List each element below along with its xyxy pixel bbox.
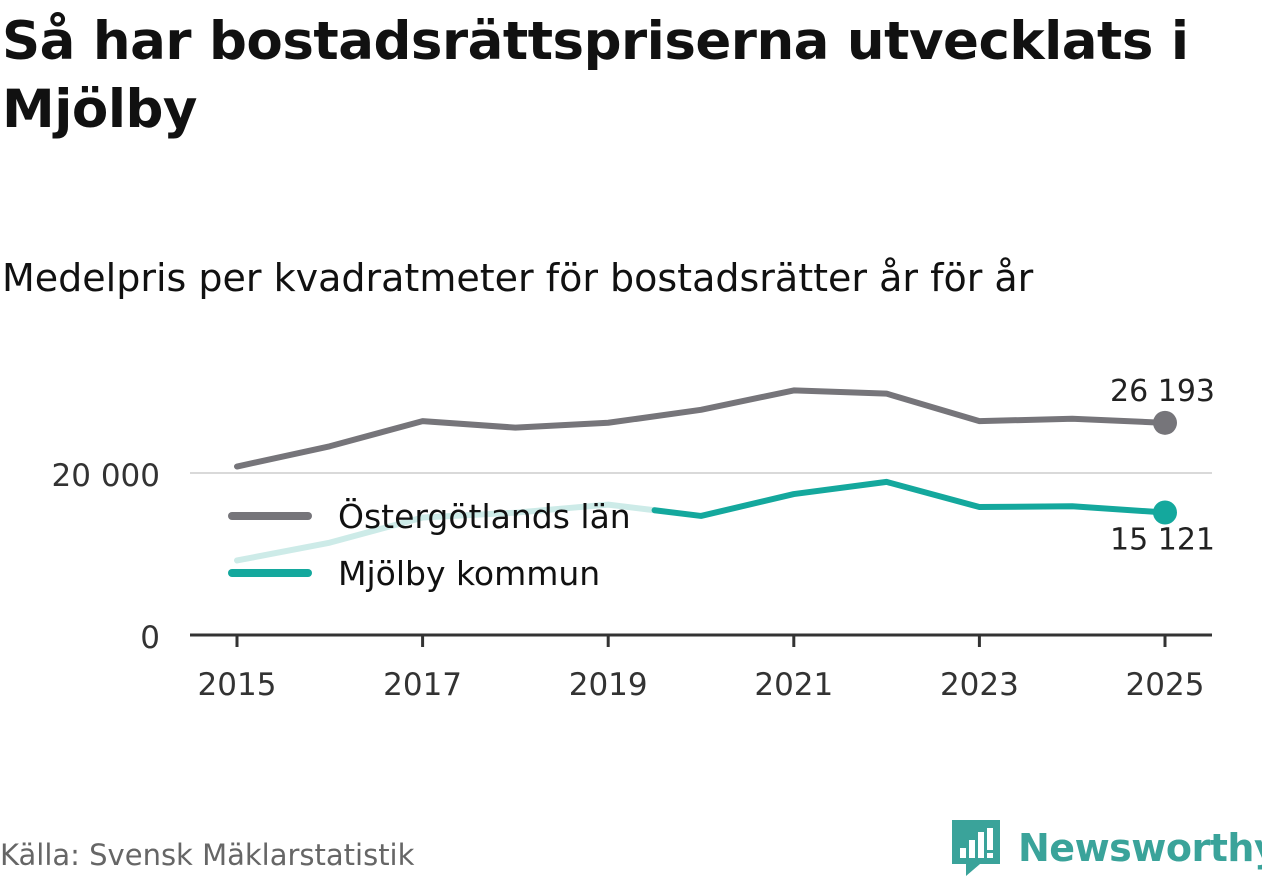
brand-name: Newsworthy — [1018, 826, 1262, 870]
series-line-ostergotlands-lan — [234, 387, 1168, 470]
x-tick-label: 2017 — [383, 667, 462, 703]
x-tick-label: 2023 — [940, 667, 1019, 703]
source-note: Källa: Svensk Mäklarstatistik — [0, 838, 415, 872]
y-tick-label: 0 — [140, 620, 160, 656]
y-tick-label: 20 000 — [52, 458, 160, 494]
end-marker-ostergotlands-lan — [1153, 410, 1177, 435]
x-tick-label: 2019 — [569, 667, 648, 703]
brand-logo: Newsworthy — [950, 818, 1262, 878]
newsworthy-logo-icon — [952, 820, 1000, 876]
chart-subtitle: Medelpris per kvadratmeter för bostadsrä… — [2, 256, 1034, 300]
x-tick-label: 2021 — [754, 667, 833, 703]
legend-label-ostergotlands-lan: Östergötlands län — [338, 496, 631, 536]
chart-title: Så har bostadsrättspriserna utvecklats i… — [2, 11, 1189, 140]
data-label-ostergotlands-lan: 26 193 — [1110, 374, 1215, 409]
series-line-mjolby-kommun — [651, 478, 1168, 519]
legend-label-mjolby-kommun: Mjölby kommun — [338, 554, 600, 593]
series-line-mjolby-kommun-faded — [234, 501, 658, 564]
data-label-mjolby-kommun: 15 121 — [1110, 523, 1215, 558]
x-tick-label: 2025 — [1126, 667, 1205, 703]
x-tick-label: 2015 — [198, 667, 277, 703]
end-marker-mjolby-kommun — [1153, 500, 1177, 525]
